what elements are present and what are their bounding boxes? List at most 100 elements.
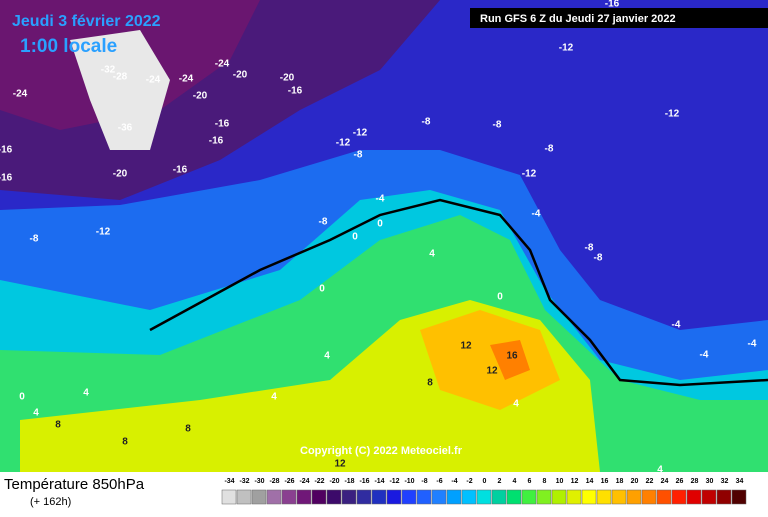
scale-label: -18	[344, 478, 354, 485]
scale-label: 22	[646, 478, 654, 485]
footer-title: Température 850hPa	[4, 476, 145, 493]
contour-label: 0	[319, 284, 325, 295]
scale-label: 12	[571, 478, 579, 485]
hot-region	[420, 310, 560, 410]
scale-label: 30	[706, 478, 714, 485]
scale-swatch	[551, 489, 567, 505]
scale-swatch	[491, 489, 507, 505]
contour-label: -4	[748, 339, 757, 350]
scale-swatch	[236, 489, 252, 505]
scale-swatch	[731, 489, 747, 505]
scale-swatch	[311, 489, 327, 505]
scale-label: -16	[359, 478, 369, 485]
scale-swatch	[296, 489, 312, 505]
contour-label: -4	[700, 350, 709, 361]
contour-label: -12	[96, 227, 111, 238]
scale-label: -32	[239, 478, 249, 485]
contour-label: 4	[33, 408, 39, 419]
contour-label: -8	[594, 253, 603, 264]
ice-region	[70, 30, 170, 150]
contour-label: -24	[179, 74, 194, 85]
copyright: Copyright (C) 2022 Meteociel.fr	[300, 445, 463, 457]
scale-label: -14	[374, 478, 384, 485]
scale-swatch	[326, 489, 342, 505]
contour-label: -8	[30, 234, 39, 245]
scale-label: 10	[556, 478, 564, 485]
contour-label: -24	[13, 89, 28, 100]
contour-label: 12	[334, 459, 346, 470]
contour-label: -12	[522, 169, 537, 180]
scale-label: -24	[299, 478, 309, 485]
contour-label: -4	[376, 194, 385, 205]
scale-label: -10	[404, 478, 414, 485]
scale-label: 0	[483, 478, 487, 485]
contour-label: -12	[353, 128, 368, 139]
contour-label: -36	[118, 123, 133, 134]
contour-label: -8	[319, 217, 328, 228]
contour-label: 8	[122, 437, 128, 448]
scale-swatch	[446, 489, 462, 505]
contour-label: 8	[55, 420, 61, 431]
scale-label: 6	[528, 478, 532, 485]
run-label: Run GFS 6 Z du Jeudi 27 janvier 2022	[480, 13, 676, 25]
scale-swatch	[401, 489, 417, 505]
contour-label: 4	[83, 388, 89, 399]
scale-swatch	[566, 489, 582, 505]
run-banner	[470, 8, 768, 28]
contour-label: 0	[19, 392, 25, 403]
scale-swatch	[656, 489, 672, 505]
scale-swatch	[536, 489, 552, 505]
scale-label: 32	[721, 478, 729, 485]
scale-label: 24	[661, 478, 669, 485]
contour-label: 8	[427, 378, 433, 389]
contour-label: 16	[506, 351, 518, 362]
contour-label: -12	[559, 43, 574, 54]
scale-swatch	[431, 489, 447, 505]
scale-label: -34	[224, 478, 234, 485]
scale-swatch	[701, 489, 717, 505]
scale-swatch	[641, 489, 657, 505]
contour-label: -8	[493, 120, 502, 131]
scale-label: -20	[329, 478, 339, 485]
scale-swatch	[461, 489, 477, 505]
scale-label: 26	[676, 478, 684, 485]
scale-label: -8	[421, 478, 427, 485]
scale-label: 14	[586, 478, 594, 485]
contour-label: 0	[377, 219, 383, 230]
contour-label: 4	[324, 351, 330, 362]
footer-lead: (+ 162h)	[30, 496, 71, 508]
contour-label: -20	[113, 169, 128, 180]
scale-swatch	[251, 489, 267, 505]
scale-swatch	[716, 489, 732, 505]
scale-label: 16	[601, 478, 609, 485]
scale-label: -6	[436, 478, 442, 485]
scale-label: 2	[498, 478, 502, 485]
contour-label: -16	[288, 86, 303, 97]
scale-label: 34	[736, 478, 744, 485]
scale-label: -4	[451, 478, 457, 485]
contour-label: 0	[352, 232, 358, 243]
scale-label: -22	[314, 478, 324, 485]
contour-label: -8	[422, 117, 431, 128]
contour-label: 4	[657, 465, 663, 476]
scale-label: -12	[389, 478, 399, 485]
contour-label: -16	[605, 0, 620, 10]
contour-label: 4	[271, 392, 277, 403]
scale-label: -30	[254, 478, 264, 485]
contour-label: -8	[585, 243, 594, 254]
scale-swatch	[596, 489, 612, 505]
contour-label: -8	[545, 144, 554, 155]
scale-label: -2	[466, 478, 472, 485]
contour-label: -16	[0, 173, 13, 184]
contour-label: 0	[497, 292, 503, 303]
scale-swatch	[386, 489, 402, 505]
contour-label: -4	[672, 320, 681, 331]
contour-label: -24	[215, 59, 230, 70]
scale-swatch	[266, 489, 282, 505]
scale-swatch	[341, 489, 357, 505]
contour-label: -4	[532, 209, 541, 220]
scale-label: -26	[284, 478, 294, 485]
scale-swatch	[686, 489, 702, 505]
time-label: 1:00 locale	[20, 36, 117, 57]
